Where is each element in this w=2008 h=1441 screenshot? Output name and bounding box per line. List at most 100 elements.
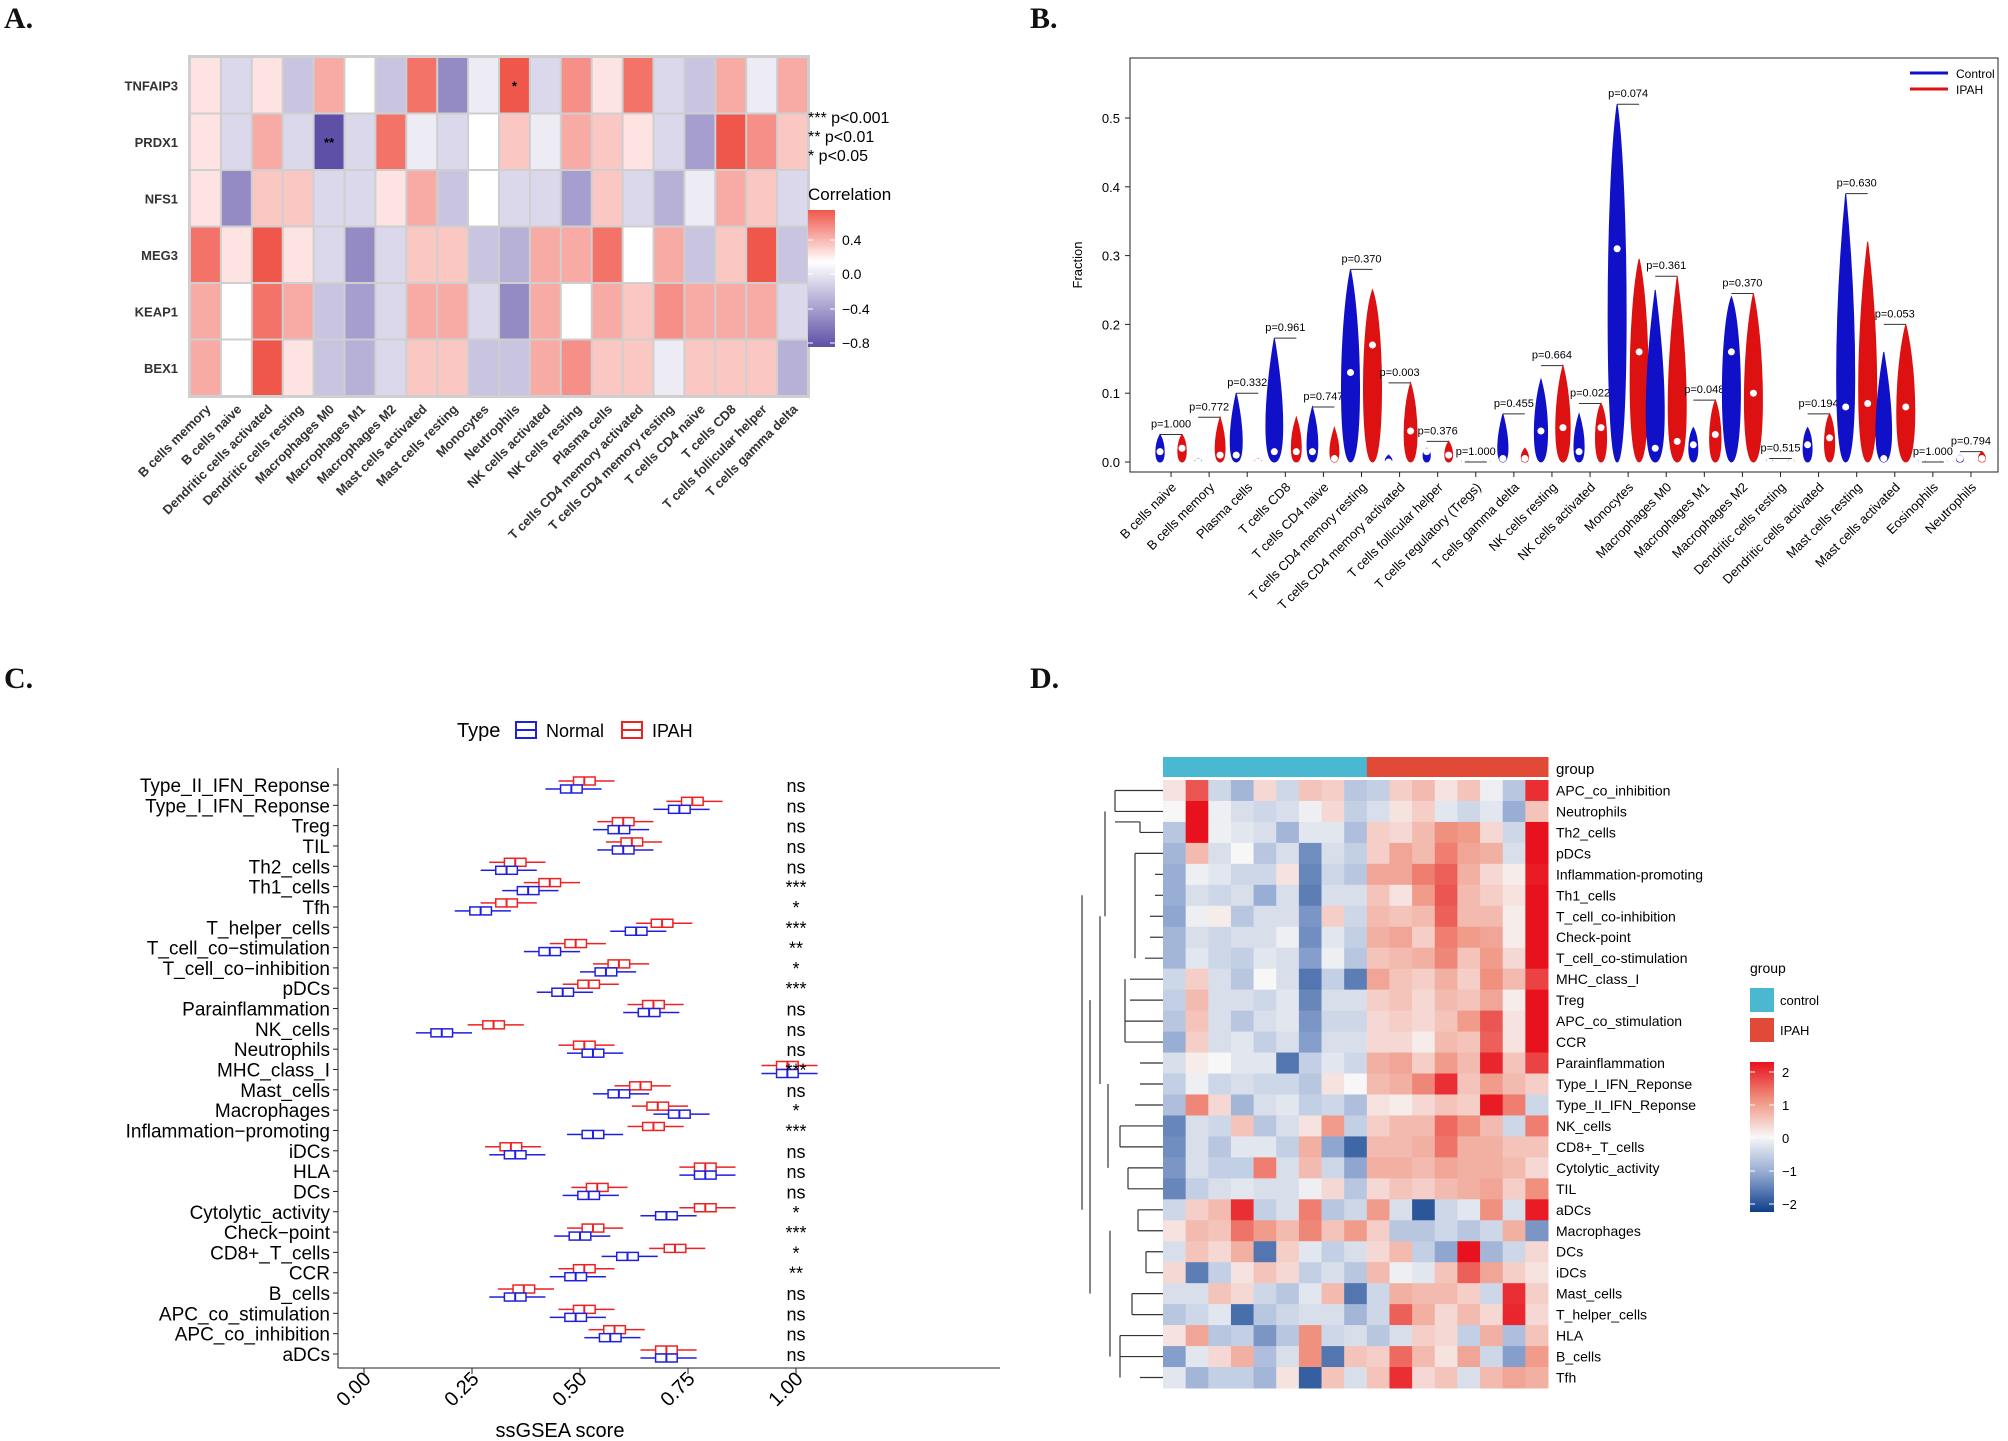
heatmap-a-cell [376, 171, 406, 226]
pvalue-label: p=0.664 [1532, 350, 1572, 362]
heatmap-a-cell [561, 340, 591, 395]
legend-c-label: Normal [546, 721, 604, 741]
heatmap-a-cell [469, 114, 498, 169]
heatmap-d-cell [1185, 821, 1209, 844]
pvalue-label: p=0.772 [1189, 401, 1229, 413]
heatmap-d-cell [1298, 800, 1323, 823]
heatmap-d-cell [1434, 1262, 1458, 1284]
heatmap-a-cell [716, 284, 746, 339]
heatmap-d-cell [1457, 884, 1481, 907]
heatmap-d-cell [1208, 780, 1232, 802]
heatmap-d-cell [1344, 1157, 1368, 1179]
heatmap-d-cell [1480, 1262, 1504, 1284]
heatmap-d-cell [1434, 1220, 1458, 1242]
heatmap-a-cell [407, 58, 437, 113]
heatmap-d-row-label: HLA [1556, 1328, 1584, 1344]
heatmap-a-cell [345, 58, 375, 113]
heatmap-d-cell [1457, 1115, 1481, 1137]
heatmap-d-cell [1276, 1262, 1300, 1284]
violin-shape [1229, 393, 1243, 463]
heatmap-d-cell [1366, 1325, 1390, 1347]
heatmap-a-cell [221, 114, 251, 169]
heatmap-d-cell [1457, 800, 1481, 823]
heatmap-d-cell [1298, 1031, 1323, 1054]
group-bar-cell [1276, 757, 1300, 777]
heatmap-d-cell [1502, 1052, 1526, 1075]
heatmap-d-cell [1185, 1283, 1209, 1305]
heatmap-d-cell [1253, 1010, 1277, 1033]
significance-label: * [792, 959, 799, 979]
heatmap-d-row-label: CCR [1556, 1034, 1586, 1050]
heatmap-a-cell [283, 340, 313, 395]
heatmap-d-cell [1276, 926, 1300, 949]
heatmap-a-cell [592, 227, 622, 282]
category-label-c: Neutrophils [234, 1040, 330, 1061]
heatmap-d-cell [1366, 926, 1390, 949]
heatmap-a-cell [376, 284, 406, 339]
violin-median-dot [1559, 424, 1567, 432]
heatmap-d-row-label: Type_I_IFN_Reponse [1556, 1076, 1692, 1092]
heatmap-d-cell [1208, 1220, 1232, 1242]
x-tick-label-b: B cells memory [1144, 479, 1218, 553]
heatmap-a-cell [252, 114, 282, 169]
heatmap-d-cell [1230, 1115, 1255, 1137]
heatmap-d-cell [1253, 1346, 1277, 1368]
heatmap-d-cell [1502, 1325, 1526, 1347]
heatmap-d-cell [1321, 1220, 1345, 1242]
heatmap-d-cell [1389, 1325, 1413, 1347]
heatmap-a-cell [561, 284, 591, 339]
heatmap-d-cell [1253, 947, 1277, 970]
violin-shape [1607, 104, 1627, 463]
heatmap-d-cell [1344, 947, 1368, 970]
heatmap-d-cell [1298, 1094, 1323, 1116]
heatmap-d-cell [1163, 1094, 1187, 1116]
heatmap-d-cell [1276, 821, 1300, 844]
heatmap-d-cell [1208, 1094, 1232, 1116]
pvalue-label: p=0.961 [1265, 322, 1305, 334]
heatmap-a-cell [191, 114, 220, 169]
heatmap-d-cell [1480, 1010, 1504, 1033]
significance-label: *** [785, 878, 806, 898]
heatmap-d-cell [1208, 1136, 1232, 1158]
significance-label: ns [786, 1142, 805, 1162]
colorbar-d-tick-label: −2 [1782, 1197, 1797, 1212]
correlation-colorbar [808, 210, 835, 347]
heatmap-a-cell [345, 114, 375, 169]
heatmap-d-cell [1366, 1283, 1390, 1305]
heatmap-d-cell [1185, 863, 1209, 886]
heatmap-a-cell [561, 58, 591, 113]
heatmap-d-cell [1230, 947, 1255, 970]
heatmap-d-cell [1457, 780, 1481, 802]
heatmap-d-cell [1321, 926, 1345, 949]
heatmap-d-cell [1276, 1304, 1300, 1326]
heatmap-d-cell [1412, 1220, 1436, 1242]
heatmap-a-cell [469, 227, 498, 282]
category-label-c: Tfh [303, 898, 330, 919]
heatmap-d-cell [1434, 1241, 1458, 1263]
heatmap-d-cell [1185, 780, 1209, 802]
heatmap-a-cell [376, 58, 406, 113]
heatmap-d-cell [1298, 1010, 1323, 1033]
heatmap-d-cell [1321, 1094, 1345, 1116]
heatmap-d-cell [1389, 780, 1413, 802]
group-bar-label: group [1556, 761, 1594, 778]
heatmap-d-cell [1208, 926, 1232, 949]
violin-shape [1595, 402, 1608, 463]
heatmap-d-cell [1163, 1010, 1187, 1033]
heatmap-a-cell [469, 340, 498, 395]
heatmap-d-cell [1480, 800, 1504, 823]
heatmap-d-cell [1276, 1010, 1300, 1033]
heatmap-d-cell [1344, 1262, 1368, 1284]
heatmap-d-cell [1525, 989, 1549, 1012]
heatmap-d-cell [1412, 842, 1436, 865]
heatmap-d-cell [1185, 1367, 1209, 1389]
heatmap-a-cell [438, 58, 468, 113]
category-label-c: pDCs [282, 979, 330, 1000]
heatmap-d-cell [1208, 863, 1232, 886]
heatmap-d-row-label: T_cell_co-inhibition [1556, 908, 1676, 924]
heatmap-d-cell [1276, 1367, 1300, 1389]
heatmap-d-cell [1502, 1220, 1526, 1242]
violin-shape [1896, 324, 1916, 463]
violin-median-dot [1270, 448, 1278, 456]
heatmap-d-cell [1230, 1073, 1255, 1095]
